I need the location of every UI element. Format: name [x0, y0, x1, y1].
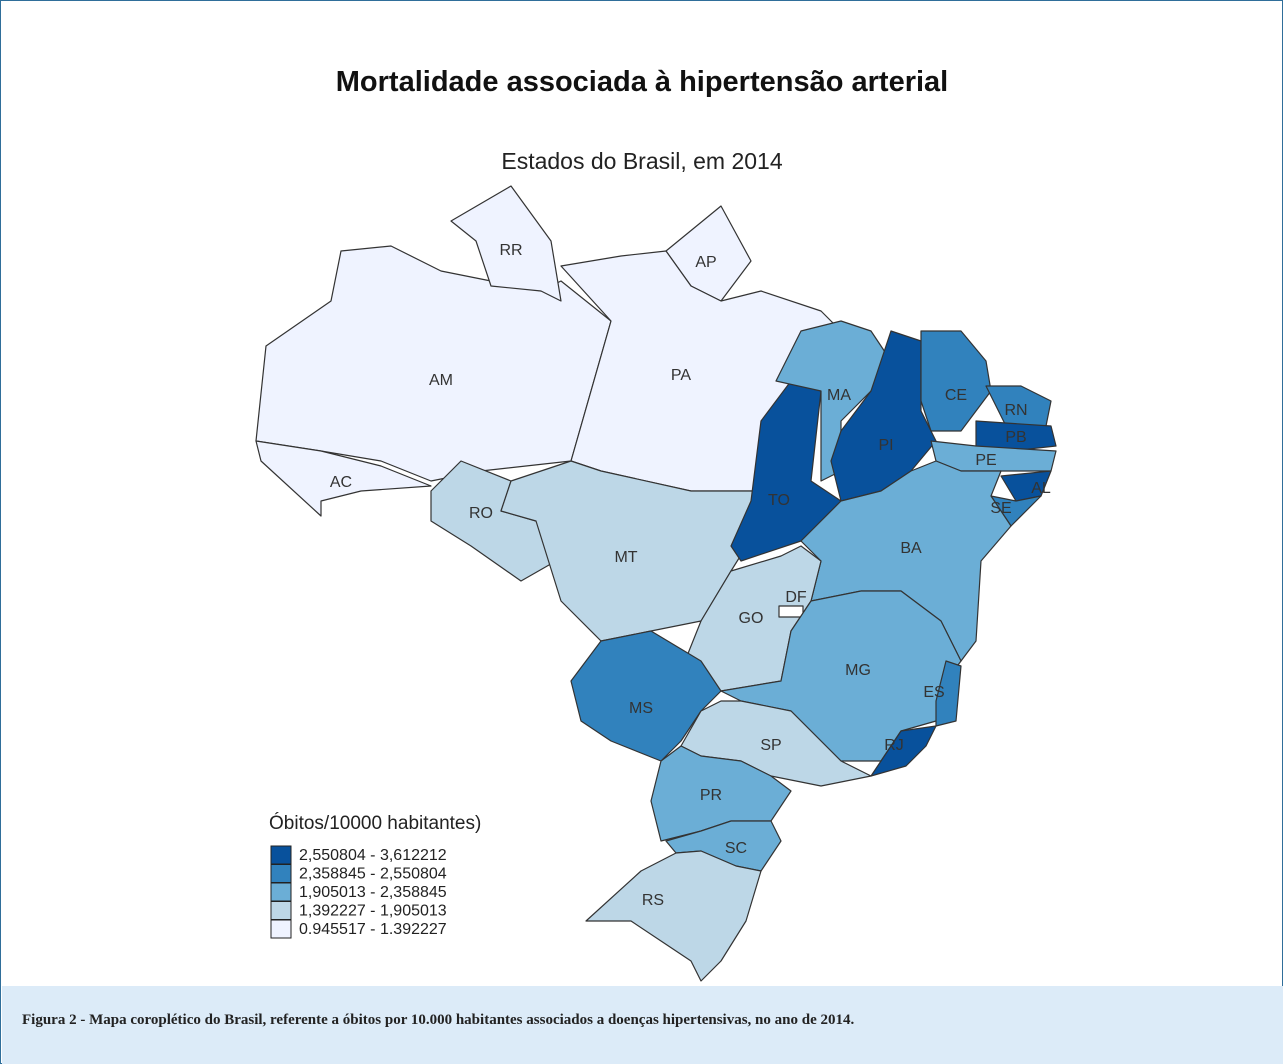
state-label: SC	[725, 840, 747, 857]
state-label: PB	[1005, 429, 1026, 446]
map-title: Mortalidade associada à hipertensão arte…	[336, 66, 948, 98]
state-label: GO	[739, 610, 764, 627]
legend-label: 1,392227 - 1,905013	[299, 903, 447, 920]
state-label: MA	[827, 387, 851, 404]
state	[778, 605, 804, 618]
state	[935, 660, 962, 727]
legend-label: 2,550804 - 3,612212	[299, 847, 447, 864]
state-label: RR	[499, 242, 522, 259]
state	[975, 420, 1057, 452]
legend-swatch	[270, 845, 292, 865]
legend-swatch	[270, 919, 292, 939]
state-label: PA	[671, 367, 691, 384]
state-label: AM	[429, 372, 453, 389]
state-label: AP	[695, 254, 716, 271]
legend-label: 0.945517 - 1.392227	[299, 921, 447, 938]
state-label: RJ	[884, 737, 904, 754]
state	[585, 850, 762, 982]
state-label: SE	[990, 500, 1011, 517]
legend: Óbitos/10000 habitantes) 2,550804 - 3,61…	[269, 812, 481, 939]
states	[255, 185, 1057, 982]
state-label: PI	[878, 437, 893, 454]
map-subtitle: Estados do Brasil, em 2014	[501, 148, 782, 174]
legend-swatch	[270, 901, 292, 920]
legend-title: Óbitos/10000 habitantes)	[269, 812, 481, 834]
state-label: SP	[760, 737, 781, 754]
state-label: MT	[614, 549, 637, 566]
legend-label: 1,905013 - 2,358845	[299, 884, 447, 901]
state-label: DF	[785, 589, 807, 606]
legend-swatch	[270, 882, 292, 902]
state	[985, 385, 1052, 427]
figure-caption: Figura 2 - Mapa coroplético do Brasil, r…	[2, 986, 1283, 1064]
state-label: PE	[975, 452, 996, 469]
state-label: TO	[768, 492, 790, 509]
state-label: AC	[330, 474, 352, 491]
legend-swatch	[270, 864, 292, 883]
state	[650, 745, 792, 842]
state	[450, 185, 562, 302]
map: Mortalidade associada à hipertensão arte…	[255, 66, 1057, 982]
state-label: AL	[1031, 480, 1051, 497]
state-label: MS	[629, 700, 653, 717]
state-label: CE	[945, 387, 967, 404]
state-label: RO	[469, 505, 493, 522]
state	[255, 440, 432, 517]
state-label: ES	[923, 684, 944, 701]
state-label: MG	[845, 662, 871, 679]
state-labels: AM RR AP PA AC RO MT TO MA PI CE RN PB PE AL SE BA GO DF MG…	[330, 242, 1051, 909]
state	[570, 630, 722, 762]
state-label: RS	[642, 892, 664, 909]
state	[920, 330, 992, 432]
state-label: BA	[900, 540, 922, 557]
state-label: PR	[700, 787, 722, 804]
state-label: RN	[1004, 402, 1027, 419]
legend-label: 2,358845 - 2,550804	[299, 866, 447, 883]
